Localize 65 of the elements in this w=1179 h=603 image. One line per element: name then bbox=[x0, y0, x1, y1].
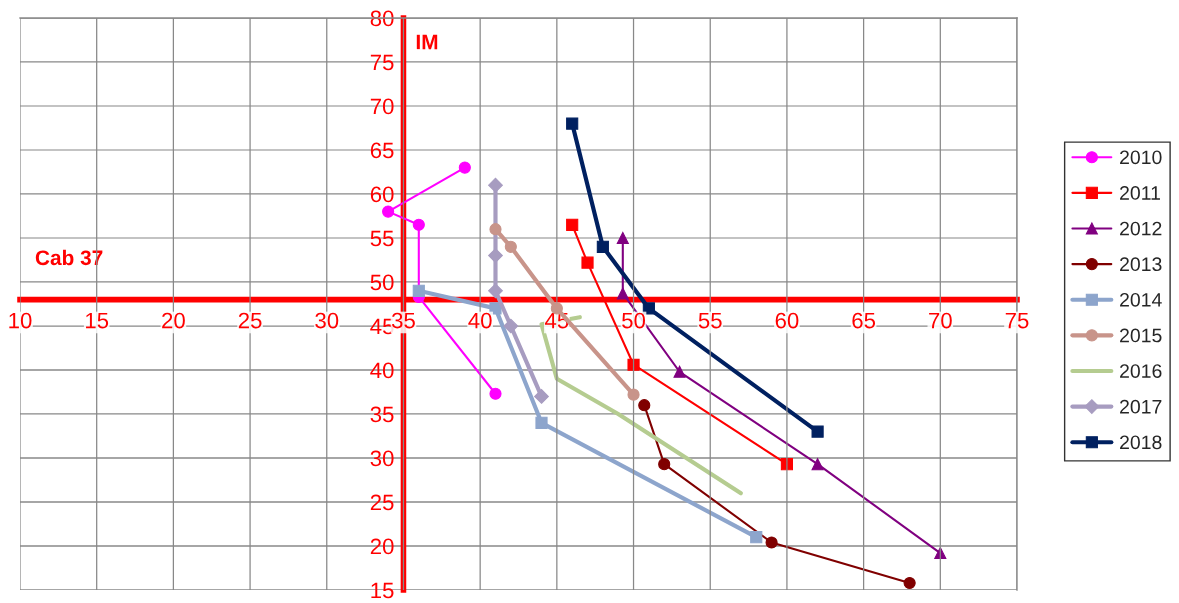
legend-label: 2018 bbox=[1120, 435, 1162, 450]
point bbox=[903, 576, 916, 590]
x-tick-label: 20 bbox=[162, 312, 185, 329]
point bbox=[627, 388, 640, 401]
y-tick-label: 80 bbox=[370, 10, 394, 27]
point bbox=[412, 284, 425, 297]
point bbox=[596, 240, 609, 253]
point bbox=[811, 458, 824, 471]
point bbox=[566, 218, 579, 231]
y-tick-label: 25 bbox=[370, 494, 394, 511]
point bbox=[412, 218, 425, 231]
y-tick-label: 40 bbox=[370, 362, 394, 379]
point bbox=[765, 536, 778, 549]
point bbox=[638, 399, 651, 412]
legend-label: 2010 bbox=[1120, 150, 1162, 165]
x-tick-label: 35 bbox=[391, 312, 415, 329]
point bbox=[489, 387, 502, 400]
y-axis-title: IM bbox=[416, 34, 438, 50]
point bbox=[811, 425, 824, 438]
x-tick-label: 25 bbox=[238, 312, 262, 329]
legend-label: 2017 bbox=[1120, 399, 1162, 414]
y-tick-label: 60 bbox=[370, 186, 394, 203]
point bbox=[658, 458, 671, 471]
y-tick-label: 15 bbox=[371, 582, 394, 599]
point bbox=[488, 177, 503, 193]
legend-label: 2011 bbox=[1120, 186, 1160, 200]
point bbox=[504, 240, 517, 253]
y-tick-label: 50 bbox=[370, 274, 394, 291]
x-tick-label: 30 bbox=[315, 312, 339, 329]
x-tick-label: 60 bbox=[775, 312, 799, 329]
point bbox=[616, 231, 629, 245]
x-axis-title: Cab 37 bbox=[35, 249, 103, 266]
x-tick-label: 70 bbox=[929, 312, 952, 329]
point bbox=[503, 318, 519, 334]
point bbox=[458, 161, 471, 174]
y-tick-label: 65 bbox=[370, 142, 394, 159]
point bbox=[750, 531, 763, 544]
x-tick-label: 50 bbox=[622, 312, 646, 329]
x-tick-label: 15 bbox=[86, 312, 109, 329]
point bbox=[673, 365, 686, 378]
point bbox=[581, 256, 594, 269]
legend-label: 2012 bbox=[1120, 221, 1162, 236]
y-tick-label: 30 bbox=[370, 450, 394, 467]
legend-label: 2014 bbox=[1120, 292, 1162, 307]
legend-label: 2013 bbox=[1120, 257, 1162, 272]
x-tick-label: 10 bbox=[9, 312, 32, 329]
y-tick-label: 20 bbox=[370, 538, 394, 555]
point bbox=[382, 205, 395, 218]
point bbox=[489, 223, 502, 236]
point bbox=[627, 358, 640, 371]
point bbox=[488, 283, 503, 299]
y-tick-label: 35 bbox=[370, 406, 394, 423]
point bbox=[488, 248, 503, 263]
x-tick-label: 75 bbox=[1005, 312, 1029, 329]
legend-label: 2016 bbox=[1120, 364, 1162, 378]
point bbox=[535, 416, 548, 429]
y-tick-label: 55 bbox=[370, 230, 394, 247]
x-tick-label: 65 bbox=[852, 312, 876, 329]
point bbox=[534, 389, 549, 404]
point bbox=[566, 117, 579, 130]
y-tick-label: 75 bbox=[370, 54, 394, 71]
y-tick-label: 70 bbox=[370, 98, 394, 115]
x-tick-label: 55 bbox=[698, 312, 722, 329]
x-tick-label: 40 bbox=[468, 312, 492, 329]
legend-label: 2015 bbox=[1120, 328, 1162, 343]
